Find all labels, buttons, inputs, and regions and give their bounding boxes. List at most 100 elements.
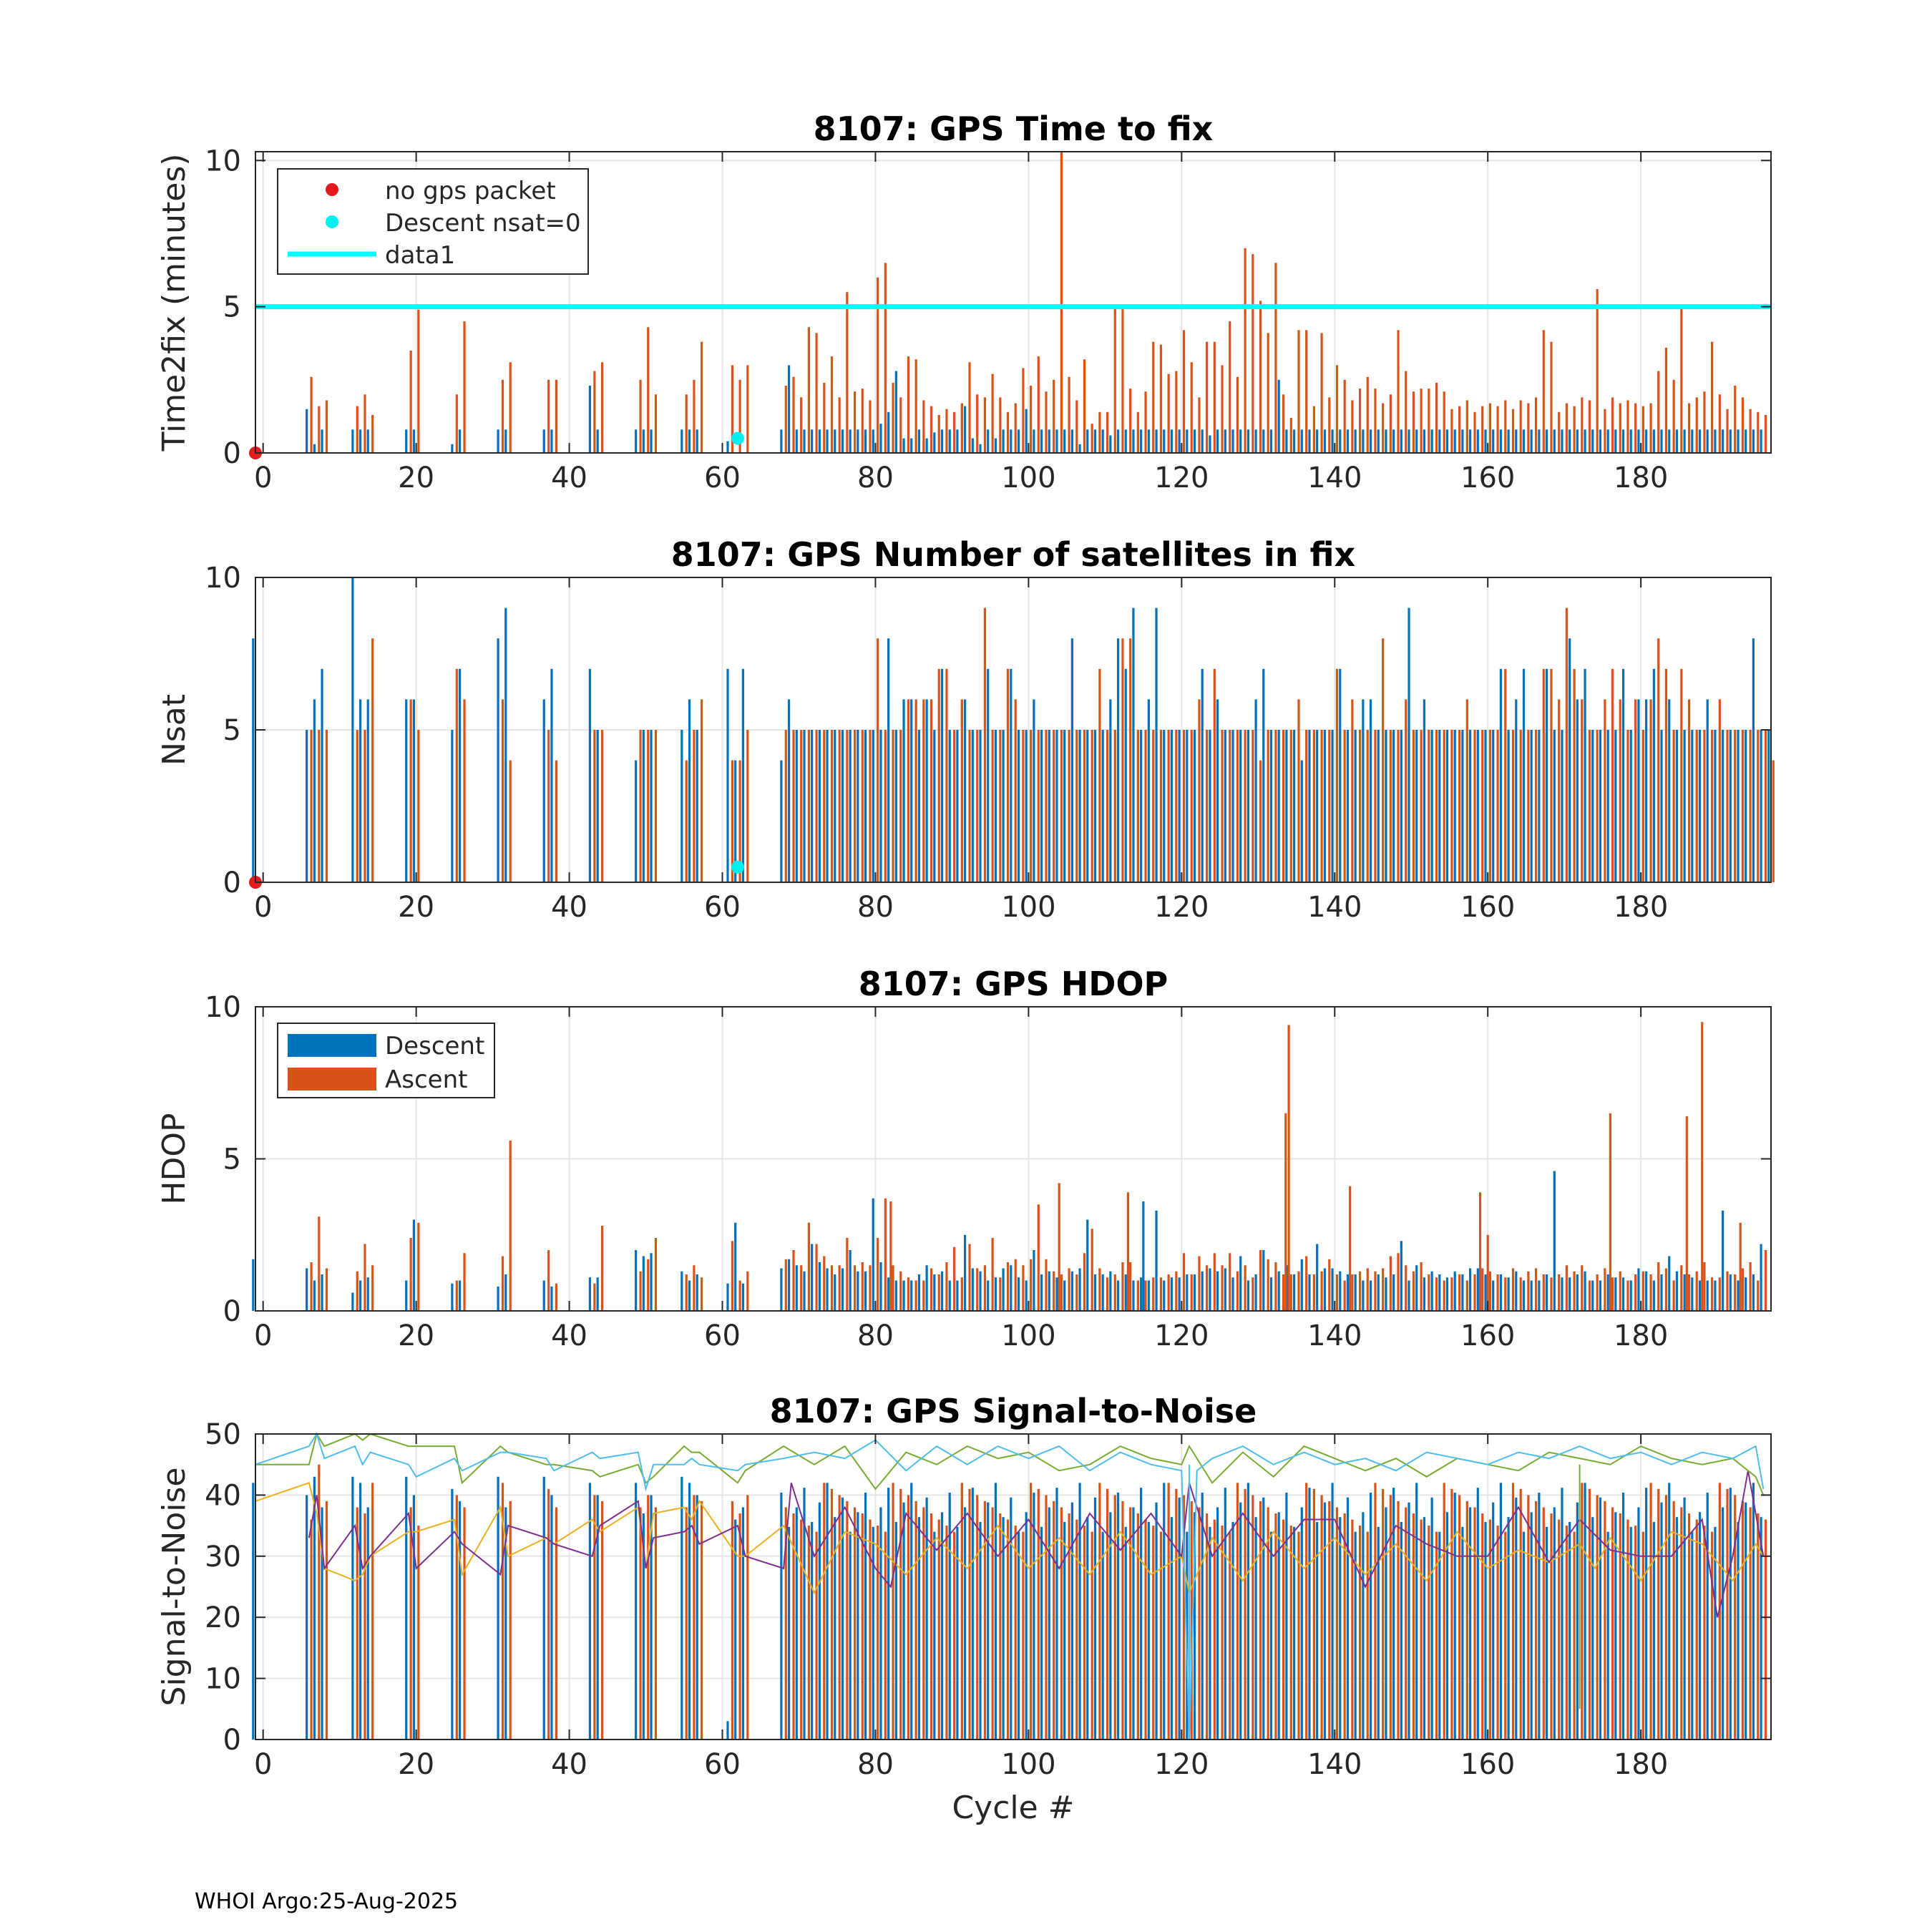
ytick-label: 0 [223,437,241,470]
xtick-label: 160 [1460,1748,1515,1781]
bar-descent [321,1274,323,1311]
bar-descent [1553,1171,1556,1311]
bar-descent [635,1483,638,1740]
bar-descent [1722,1507,1724,1740]
bar-descent [635,760,638,882]
bar-ascent [953,1246,956,1311]
bar-ascent [1053,1271,1055,1311]
bar-ascent [1075,730,1078,882]
bar-descent [542,1280,545,1311]
bar-ascent [1289,1526,1292,1740]
bar-ascent [1006,668,1010,882]
bar-descent [1346,1274,1350,1311]
bar-descent [1476,1488,1479,1740]
bar-ascent [1175,371,1178,453]
bar-ascent [1443,730,1445,882]
bar-ascent [999,730,1002,882]
bar-descent [979,730,982,882]
bar-descent [313,444,316,453]
bar-descent [1492,1502,1495,1740]
bar-descent [1140,1277,1143,1311]
bar-ascent [1351,699,1354,882]
bar-descent [971,730,974,882]
bar-ascent [1259,760,1262,882]
bar-ascent [417,730,420,882]
bar-descent [1323,1268,1326,1311]
bar-ascent [1397,1253,1400,1311]
bar-ascent [1382,638,1385,882]
bar-descent [1239,730,1242,882]
bar-descent [504,1507,507,1740]
bar-ascent [1144,1280,1147,1311]
bar-ascent [1121,1262,1124,1311]
bar-descent [1430,429,1433,453]
bar-descent [1224,1488,1226,1740]
bar-descent [1078,1483,1081,1740]
bar-descent [1675,730,1679,882]
bar-ascent [1335,1274,1339,1311]
bar-ascent [701,1501,703,1740]
bar-descent [1262,429,1265,453]
bar-ascent [1358,389,1362,453]
bar-descent [1415,730,1418,882]
bar-ascent [1634,403,1637,453]
bar-ascent [1519,400,1522,453]
bar-ascent [1006,411,1010,453]
bar-ascent [364,1513,366,1740]
bar-ascent [738,1513,741,1740]
bar-ascent [1573,1271,1576,1311]
bar-ascent [1274,1262,1277,1311]
xtick-label: 60 [704,1748,741,1781]
bar-descent [1354,1531,1357,1740]
bar-descent [864,429,867,453]
bar-ascent [1749,1507,1752,1740]
bar-ascent [1374,1483,1377,1740]
xtick-label: 120 [1154,462,1209,494]
bar-descent [1453,1492,1456,1740]
bar-descent [964,1234,967,1311]
bar-ascent [1152,730,1155,882]
bar-descent [1124,1274,1127,1311]
bar-ascent [983,1501,987,1740]
bar-ascent [1711,1531,1714,1740]
bar-descent [1499,668,1502,882]
bar-ascent [1535,730,1538,882]
bar-ascent [869,1519,872,1740]
bar-descent [358,699,362,882]
bar-ascent [1382,1488,1385,1740]
bar-ascent [784,1259,787,1311]
bar-ascent [1687,699,1691,882]
bar-ascent [1450,730,1453,882]
bar-descent [542,699,545,882]
bar-ascent [1664,1495,1668,1740]
bar-descent [1553,1507,1556,1740]
bar-descent [849,429,852,453]
bar-descent [1002,429,1005,453]
bar-descent [841,1497,844,1740]
ytick-label: 10 [205,562,241,595]
bar-descent [948,1280,951,1311]
bar-ascent [1458,406,1461,453]
bar-ascent [1581,1483,1584,1740]
bar-descent [1745,429,1747,453]
bar-ascent [892,1483,894,1740]
bar-ascent [960,1277,963,1311]
bar-descent [650,429,653,453]
bar-ascent [1405,1265,1407,1311]
bar-ascent [1741,1268,1745,1311]
bar-descent [1714,429,1717,453]
bar-descent [451,730,454,882]
ytick-label: 5 [223,714,241,747]
bar-descent [1745,1502,1747,1740]
bar-ascent [1527,1495,1530,1740]
bar-descent [1438,1274,1441,1311]
bar-descent [1323,730,1326,882]
bar-ascent [830,356,834,453]
bar-descent [1040,730,1043,882]
bar-descent [1300,1259,1303,1311]
bar-ascent [1053,730,1055,882]
bar-ascent [1481,1513,1484,1740]
ytick-label: 10 [205,1663,241,1696]
ytick-label: 0 [223,1295,241,1328]
bar-descent [1599,1497,1602,1740]
